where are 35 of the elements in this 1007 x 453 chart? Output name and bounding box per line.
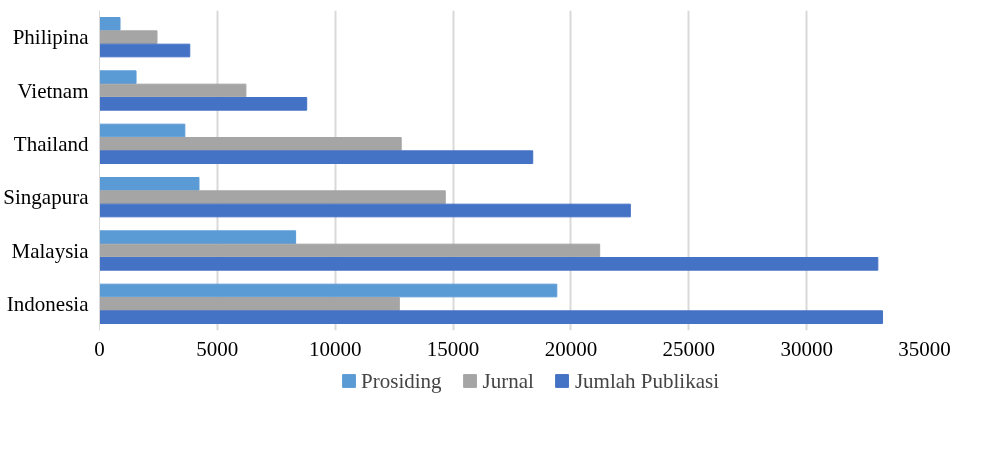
bar bbox=[99, 70, 137, 84]
y-tick-label: Indonesia bbox=[6, 291, 90, 316]
bar bbox=[99, 230, 297, 244]
bar bbox=[99, 83, 247, 98]
bar bbox=[99, 17, 121, 31]
bar bbox=[99, 150, 534, 164]
bar bbox=[99, 137, 402, 151]
x-tick-label: 10000 bbox=[308, 336, 362, 361]
x-tick-label: 30000 bbox=[780, 336, 833, 361]
x-tick-label: 35000 bbox=[898, 336, 951, 361]
bar bbox=[99, 123, 186, 138]
x-tick-label: 20000 bbox=[544, 336, 598, 361]
bar bbox=[99, 177, 200, 191]
bar bbox=[99, 203, 631, 218]
bar bbox=[99, 310, 884, 324]
legend-label: Prosiding bbox=[361, 368, 442, 393]
x-tick-label: 15000 bbox=[426, 336, 480, 361]
legend-label: Jumlah Publikasi bbox=[574, 368, 719, 393]
legend-label: Jurnal bbox=[482, 368, 534, 393]
y-tick-label: Vietnam bbox=[17, 78, 89, 103]
bar bbox=[99, 97, 308, 111]
bar bbox=[99, 43, 191, 58]
bar bbox=[99, 190, 446, 204]
x-tick-label: 25000 bbox=[662, 336, 716, 361]
y-tick-label: Singapura bbox=[3, 185, 90, 210]
bar bbox=[99, 30, 158, 44]
bar bbox=[99, 283, 558, 298]
bar bbox=[99, 297, 400, 311]
bar bbox=[99, 243, 601, 258]
y-tick-label: Philipina bbox=[12, 25, 90, 50]
y-tick-label: Malaysia bbox=[11, 238, 90, 263]
x-tick-label: 5000 bbox=[196, 336, 239, 361]
y-tick-label: Thailand bbox=[13, 131, 89, 156]
bar bbox=[99, 257, 879, 271]
x-tick-label: 0 bbox=[94, 336, 105, 361]
